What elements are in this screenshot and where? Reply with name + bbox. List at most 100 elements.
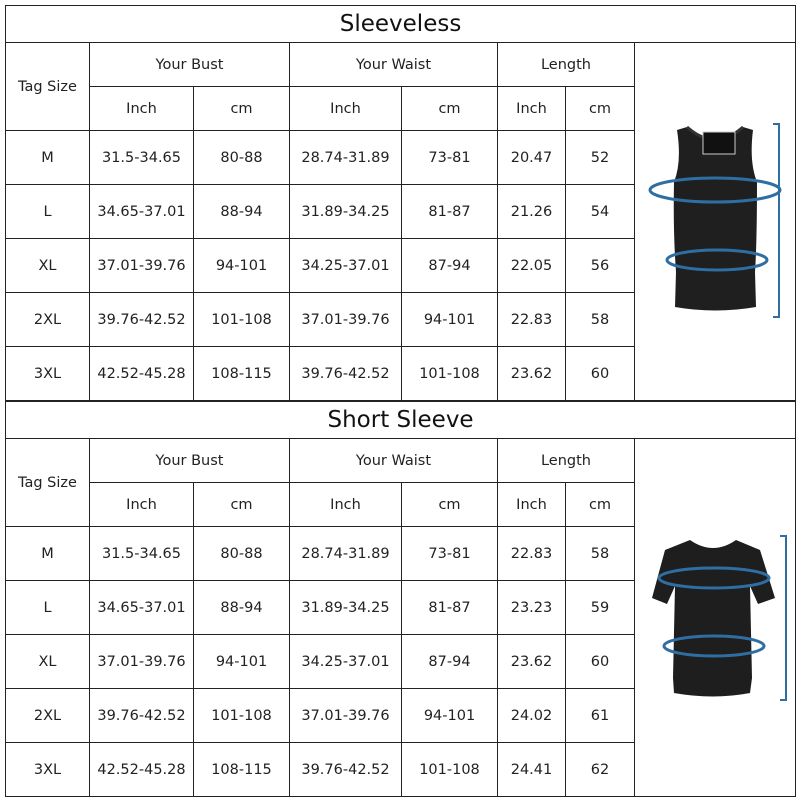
table-row: XL 37.01-39.76 94-101 34.25-37.01 87-94 23.62… [5, 634, 796, 689]
garment-image [633, 438, 797, 797]
table-cell: 80-88 [193, 526, 290, 581]
unit-cm: cm [565, 86, 635, 131]
table-cell: 81-87 [401, 580, 498, 635]
table-cell: 94-101 [193, 634, 290, 689]
table-cell: 54 [565, 184, 635, 239]
unit-inch: Inch [497, 482, 566, 527]
table-cell: 31.89-34.25 [289, 580, 402, 635]
table-cell: 23.62 [497, 346, 566, 401]
table-cell: 34.65-37.01 [89, 184, 194, 239]
table-row: M 31.5-34.65 80-88 28.74-31.89 73-81 20.47 52 [5, 130, 796, 185]
table-cell: XL [5, 238, 90, 293]
table-cell: 87-94 [401, 634, 498, 689]
table-cell: 88-94 [193, 184, 290, 239]
bust-header: Your Bust [89, 438, 290, 483]
table-cell: 60 [565, 634, 635, 689]
header-row: Tag Size Your Bust Your Waist Length [5, 42, 797, 401]
tag-size-header: Tag Size [5, 42, 90, 131]
table-cell: 61 [565, 688, 635, 743]
table-cell: XL [5, 634, 90, 689]
table-cell: 37.01-39.76 [89, 634, 194, 689]
size-table-0: Sleeveless Tag Size Your Bust Your Waist Len… [4, 5, 797, 401]
table-cell: 101-108 [401, 346, 498, 401]
tag-size-header: Tag Size [5, 438, 90, 527]
table-cell: 39.76-42.52 [89, 292, 194, 347]
table-cell: 28.74-31.89 [289, 526, 402, 581]
table-cell: 81-87 [401, 184, 498, 239]
size-table-1: Short Sleeve Tag Size Your Bust Your Waist L… [4, 401, 797, 797]
table-cell: 59 [565, 580, 635, 635]
table-row: L 34.65-37.01 88-94 31.89-34.25 81-87 21.26 54 [5, 184, 796, 239]
header-row: Tag Size Your Bust Your Waist Length [5, 438, 797, 797]
table-cell: 34.25-37.01 [289, 634, 402, 689]
table-cell: 94-101 [401, 292, 498, 347]
table-row: XL 37.01-39.76 94-101 34.25-37.01 87-94 22.05… [5, 238, 796, 293]
table-cell: 60 [565, 346, 635, 401]
table-cell: 39.76-42.52 [289, 742, 402, 797]
table-cell: 24.41 [497, 742, 566, 797]
table-cell: L [5, 184, 90, 239]
unit-cm: cm [401, 86, 498, 131]
table-cell: M [5, 526, 90, 581]
table-row: L 34.65-37.01 88-94 31.89-34.25 81-87 23.23 59 [5, 580, 796, 635]
table-cell: 28.74-31.89 [289, 130, 402, 185]
table-cell: 37.01-39.76 [289, 688, 402, 743]
table-cell: 73-81 [401, 526, 498, 581]
table-cell: 101-108 [193, 292, 290, 347]
title-row: Sleeveless [4, 5, 797, 43]
table-cell: 3XL [5, 346, 90, 401]
unit-inch: Inch [289, 482, 402, 527]
table-cell: 31.5-34.65 [89, 526, 194, 581]
table-cell: 34.65-37.01 [89, 580, 194, 635]
table-row: 2XL 39.76-42.52 101-108 37.01-39.76 94-101 24… [5, 688, 796, 743]
sleeveless-tank-top-icon [648, 122, 782, 318]
table-cell: 23.23 [497, 580, 566, 635]
unit-inch: Inch [497, 86, 566, 131]
table-cell: 108-115 [193, 742, 290, 797]
length-header: Length [497, 42, 635, 87]
table-cell: 3XL [5, 742, 90, 797]
table-cell: 2XL [5, 688, 90, 743]
table-row: 3XL 42.52-45.28 108-115 39.76-42.52 101-108 2… [5, 346, 796, 401]
table-cell: 42.52-45.28 [89, 346, 194, 401]
table-row: M 31.5-34.65 80-88 28.74-31.89 73-81 22.83 58 [5, 526, 796, 581]
bust-header: Your Bust [89, 42, 290, 87]
table-cell: M [5, 130, 90, 185]
table-cell: 34.25-37.01 [289, 238, 402, 293]
unit-inch: Inch [289, 86, 402, 131]
table-cell: 108-115 [193, 346, 290, 401]
table-cell: 56 [565, 238, 635, 293]
table-cell: 80-88 [193, 130, 290, 185]
unit-row: Inch cm Inch cm Inch cm [6, 86, 796, 131]
table-cell: 58 [565, 292, 635, 347]
waist-header: Your Waist [289, 42, 498, 87]
unit-cm: cm [401, 482, 498, 527]
table-cell: 39.76-42.52 [89, 688, 194, 743]
waist-header: Your Waist [289, 438, 498, 483]
table-cell: 20.47 [497, 130, 566, 185]
table-cell: 39.76-42.52 [289, 346, 402, 401]
table-cell: 22.83 [497, 526, 566, 581]
table-cell: 101-108 [401, 742, 498, 797]
table-title: Short Sleeve [4, 401, 797, 439]
table-row: 3XL 42.52-45.28 108-115 39.76-42.52 101-108 2… [5, 742, 796, 797]
table-cell: 52 [565, 130, 635, 185]
title-row: Short Sleeve [4, 401, 797, 439]
unit-inch: Inch [89, 86, 194, 131]
table-cell: 42.52-45.28 [89, 742, 194, 797]
table-title: Sleeveless [4, 5, 797, 43]
length-header: Length [497, 438, 635, 483]
garment-image [633, 42, 797, 401]
table-cell: 94-101 [193, 238, 290, 293]
table-cell: 101-108 [193, 688, 290, 743]
table-cell: 31.5-34.65 [89, 130, 194, 185]
table-cell: 31.89-34.25 [289, 184, 402, 239]
table-cell: L [5, 580, 90, 635]
table-cell: 24.02 [497, 688, 566, 743]
table-cell: 37.01-39.76 [89, 238, 194, 293]
table-cell: 37.01-39.76 [289, 292, 402, 347]
short-sleeve-shirt-icon [652, 534, 788, 701]
table-cell: 2XL [5, 292, 90, 347]
unit-cm: cm [193, 86, 290, 131]
table-cell: 88-94 [193, 580, 290, 635]
